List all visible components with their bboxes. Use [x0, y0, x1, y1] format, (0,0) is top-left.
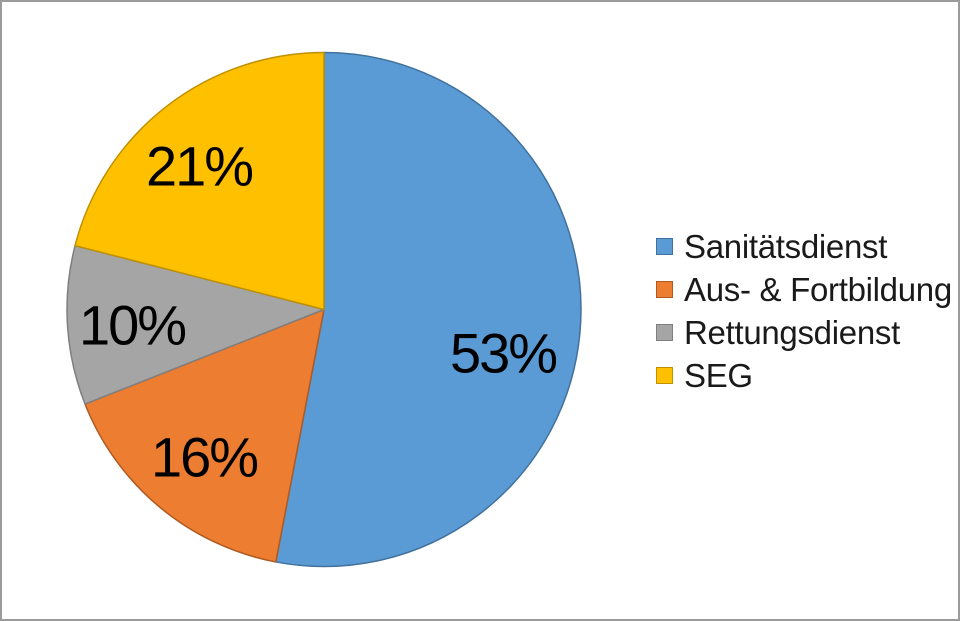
data-label-rettungsdienst: 10% — [79, 294, 185, 357]
legend-swatch-icon — [656, 238, 673, 255]
legend-label: Rettungsdienst — [684, 314, 900, 351]
legend-item-rettungsdienst: Rettungsdienst — [656, 311, 952, 354]
pie-slice-rettungsdienst — [66, 244, 325, 405]
legend-label: Sanitätsdienst — [684, 228, 888, 265]
pie-slice-sanitaetsdienst — [275, 51, 582, 568]
legend-label: Aus- & Fortbildung — [684, 271, 952, 308]
data-label-sanitaetsdienst: 53% — [450, 322, 556, 385]
legend-item-sanitaetsdienst: Sanitätsdienst — [656, 225, 952, 268]
legend-item-seg: SEG — [656, 354, 952, 397]
data-label-aus-fortbildung: 16% — [151, 426, 257, 489]
legend-swatch-icon — [656, 281, 673, 298]
legend-swatch-icon — [656, 324, 673, 341]
legend-swatch-icon — [656, 367, 673, 384]
legend: Sanitätsdienst Aus- & Fortbildung Rettungs… — [656, 225, 952, 397]
pie-slice-aus-fortbildung — [84, 308, 325, 563]
legend-item-aus-fortbildung: Aus- & Fortbildung — [656, 268, 952, 311]
legend-label: SEG — [684, 357, 753, 394]
pie-slice-seg — [74, 51, 325, 311]
data-label-seg: 21% — [146, 135, 252, 198]
